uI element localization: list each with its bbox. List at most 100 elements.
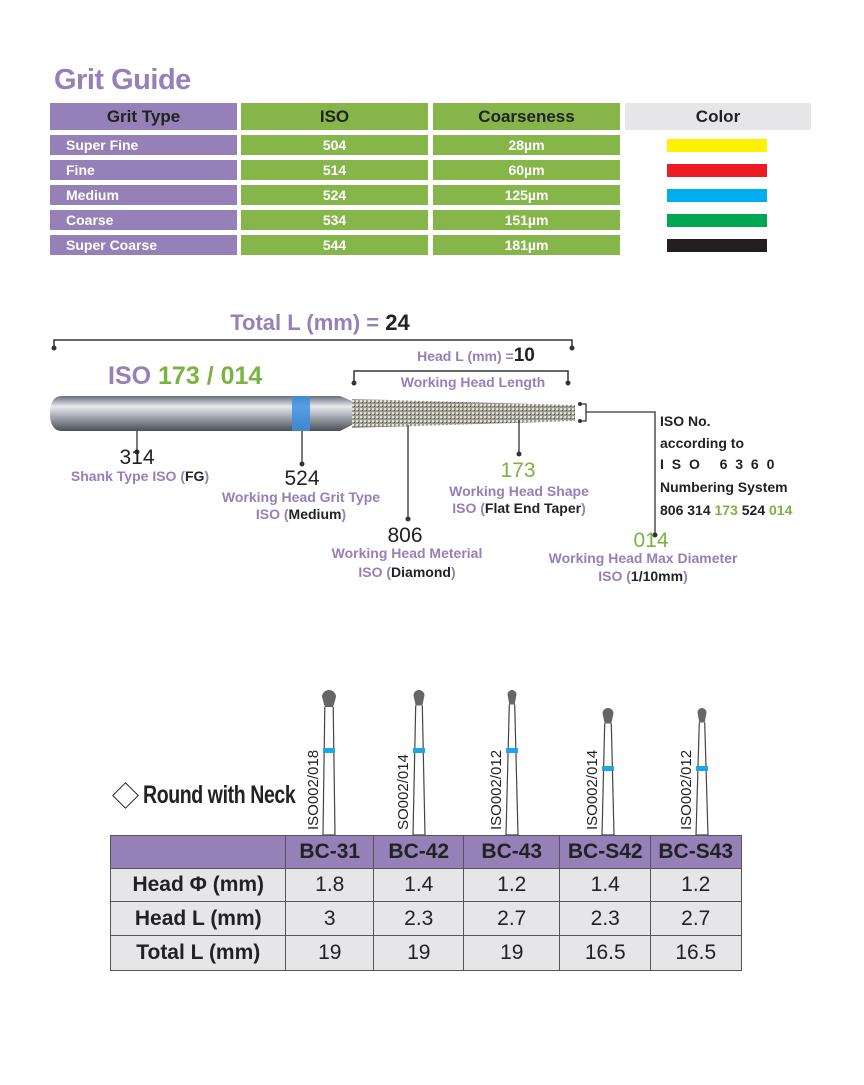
spec-cell: 2.3 bbox=[373, 901, 465, 937]
bur-iso-label: ISO002/012 bbox=[488, 749, 505, 830]
spec-cell: 1.2 bbox=[650, 868, 742, 903]
shape-number: 173 bbox=[500, 459, 536, 482]
grit-label: Working Head Grit Type bbox=[221, 489, 381, 505]
grit-guide-title: Grit Guide bbox=[54, 64, 191, 96]
working-head-length-label: Working Head Length bbox=[400, 374, 546, 390]
t: ) bbox=[341, 506, 347, 522]
t: ) bbox=[450, 564, 456, 580]
iso-no-line: according to bbox=[660, 435, 745, 451]
grit-coarseness-cell: 60µm bbox=[433, 160, 620, 180]
spec-cell: 19 bbox=[285, 935, 375, 971]
grit-header-cell: Coarseness bbox=[433, 103, 620, 130]
shank-label: Shank Type ISO (FG) bbox=[71, 468, 209, 484]
spec-cell: 1.4 bbox=[373, 868, 465, 903]
header-blank-cell bbox=[110, 835, 287, 870]
bur-iso-label: ISO002/018 bbox=[305, 749, 322, 830]
bur-iso-label: SO002/014 bbox=[395, 754, 412, 830]
head-length-label: Head L (mm) = bbox=[417, 348, 514, 364]
round-with-neck-heading: Round with Neck bbox=[112, 781, 338, 810]
grit-iso-cell: 524 bbox=[241, 185, 428, 205]
spec-cell: 19 bbox=[463, 935, 561, 971]
grit-header-cell: ISO bbox=[241, 103, 428, 130]
iso-code-full: 806 314 173 524 014 bbox=[660, 502, 792, 518]
iso-no-line: I S O 6 3 6 0 bbox=[660, 456, 777, 472]
grit-header-cell: Grit Type bbox=[50, 103, 237, 130]
grit-color-swatch bbox=[667, 214, 767, 227]
total-length-value: 24 bbox=[385, 310, 410, 335]
bur-illustration bbox=[695, 708, 709, 836]
iso-no-line: ISO No. bbox=[660, 413, 711, 429]
product-code: BC-43 bbox=[463, 835, 561, 870]
t: ISO ( bbox=[255, 506, 289, 522]
t: ISO ( bbox=[598, 568, 631, 584]
diameter-number: 014 bbox=[633, 529, 669, 552]
grit-color-swatch bbox=[667, 189, 767, 202]
shape-iso: ISO (Flat End Taper) bbox=[452, 500, 586, 516]
bur-iso-label: ISO002/012 bbox=[678, 749, 695, 830]
grit-type-cell: Coarse bbox=[50, 210, 237, 230]
grit-coarseness-cell: 181µm bbox=[433, 235, 620, 255]
t: Shank Type ISO ( bbox=[70, 468, 185, 484]
row-label: Total L (mm) bbox=[110, 935, 287, 971]
product-code: BC-S43 bbox=[650, 835, 742, 870]
row-label: Head Φ (mm) bbox=[110, 868, 287, 903]
grit-iso-cell: 544 bbox=[241, 235, 428, 255]
row-label: Head L (mm) bbox=[110, 901, 287, 937]
iso-code-title: ISO 173 / 014 bbox=[108, 362, 262, 391]
material-label: Working Head Meterial bbox=[331, 545, 483, 561]
bur-illustration bbox=[412, 690, 426, 836]
iso-sep: / bbox=[206, 362, 214, 390]
spec-cell: 19 bbox=[373, 935, 465, 971]
grit-color-band bbox=[292, 396, 310, 431]
t: 014 bbox=[769, 502, 793, 518]
total-length: Total L (mm) = 24 bbox=[230, 310, 410, 336]
iso-prefix: ISO bbox=[108, 362, 152, 390]
grit-coarseness-cell: 151µm bbox=[433, 210, 620, 230]
grit-number: 524 bbox=[284, 467, 320, 490]
t: ISO ( bbox=[358, 564, 392, 580]
t: 173 bbox=[714, 502, 738, 518]
grit-type-cell: Super Coarse bbox=[50, 235, 237, 255]
t: FG bbox=[184, 468, 205, 484]
material-number: 806 bbox=[387, 524, 423, 547]
t: Medium bbox=[288, 506, 342, 522]
product-code: BC-S42 bbox=[559, 835, 652, 870]
spec-cell: 16.5 bbox=[650, 935, 742, 971]
material-iso: ISO (Diamond) bbox=[358, 564, 455, 580]
t: ) bbox=[581, 500, 586, 516]
iso-shape: 173 bbox=[158, 362, 200, 390]
grit-coarseness-cell: 28µm bbox=[433, 135, 620, 155]
total-length-label: Total L (mm) = bbox=[230, 310, 380, 335]
t: 524 bbox=[741, 502, 766, 518]
spec-cell: 16.5 bbox=[559, 935, 652, 971]
shank-number: 314 bbox=[119, 446, 155, 469]
total-length-bracket bbox=[53, 339, 573, 382]
t: ) bbox=[204, 468, 210, 484]
spec-cell: 2.7 bbox=[650, 901, 742, 937]
product-code: BC-42 bbox=[373, 835, 465, 870]
grit-iso-cell: 514 bbox=[241, 160, 428, 180]
grit-coarseness-cell: 125µm bbox=[433, 185, 620, 205]
t: 806 314 bbox=[660, 502, 711, 518]
product-code: BC-31 bbox=[285, 835, 375, 870]
grit-header-cell: Color bbox=[625, 103, 811, 130]
t: Flat End Taper bbox=[484, 500, 582, 516]
spec-cell: 1.2 bbox=[463, 868, 561, 903]
grit-iso-cell: 504 bbox=[241, 135, 428, 155]
diameter-iso: ISO (1/10mm) bbox=[598, 568, 688, 584]
iso-diam: 014 bbox=[220, 362, 263, 390]
t: ) bbox=[683, 568, 688, 584]
grit-type-cell: Super Fine bbox=[50, 135, 237, 155]
t: 1/10mm bbox=[630, 568, 684, 584]
t: ISO ( bbox=[452, 500, 485, 516]
diameter-label: Working Head Max Diameter bbox=[548, 550, 738, 566]
grit-color-swatch bbox=[667, 139, 767, 152]
grit-type-cell: Medium bbox=[50, 185, 237, 205]
iso-no-line: Numbering System bbox=[660, 479, 788, 495]
head-length: Head L (mm) =10 bbox=[417, 345, 535, 367]
shape-label: Working Head Shape bbox=[449, 483, 589, 499]
t: Diamond bbox=[391, 564, 451, 580]
grit-type-cell: Fine bbox=[50, 160, 237, 180]
